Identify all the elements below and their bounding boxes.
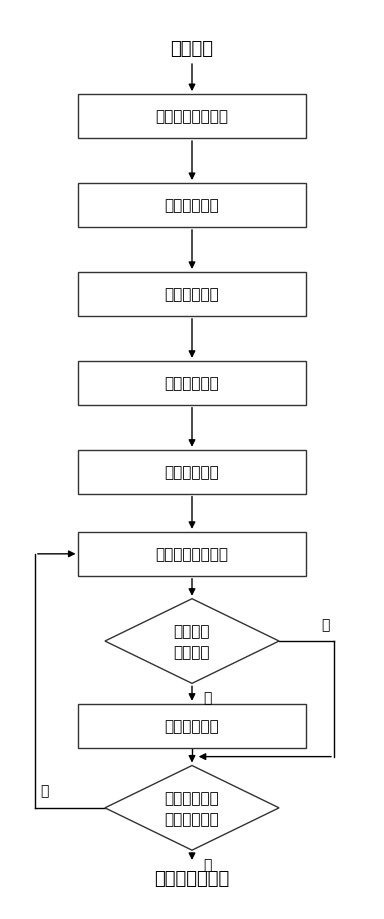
Text: 扩展连通区域: 扩展连通区域 [165, 719, 219, 733]
Text: 依次分析连通区域: 依次分析连通区域 [156, 547, 228, 562]
Polygon shape [105, 599, 279, 684]
Text: 输入图像: 输入图像 [170, 40, 214, 58]
Polygon shape [105, 766, 279, 850]
Bar [78, 95, 306, 139]
Bar [78, 704, 306, 748]
Text: 是否候选
车牌区域: 是否候选 车牌区域 [174, 623, 210, 659]
Text: 否: 否 [322, 618, 330, 631]
Text: 是: 是 [204, 690, 212, 704]
Text: 图像模糊处理: 图像模糊处理 [165, 199, 219, 213]
Text: 是: 是 [204, 857, 212, 871]
Bar [78, 450, 306, 494]
Text: 所有连通区域
是否分析完成: 所有连通区域 是否分析完成 [165, 790, 219, 826]
Text: 输出粗定位结果: 输出粗定位结果 [154, 869, 230, 887]
Bar [78, 532, 306, 576]
Bar [78, 273, 306, 316]
Text: 彩色图像灰度变换: 彩色图像灰度变换 [156, 109, 228, 124]
Text: 否: 否 [41, 784, 49, 798]
Text: 修剪连通区域: 修剪连通区域 [165, 465, 219, 480]
Text: 获取连通区域: 获取连通区域 [165, 376, 219, 391]
Text: 竖直边缘检测: 竖直边缘检测 [165, 287, 219, 302]
Bar [78, 184, 306, 228]
Bar [78, 361, 306, 405]
